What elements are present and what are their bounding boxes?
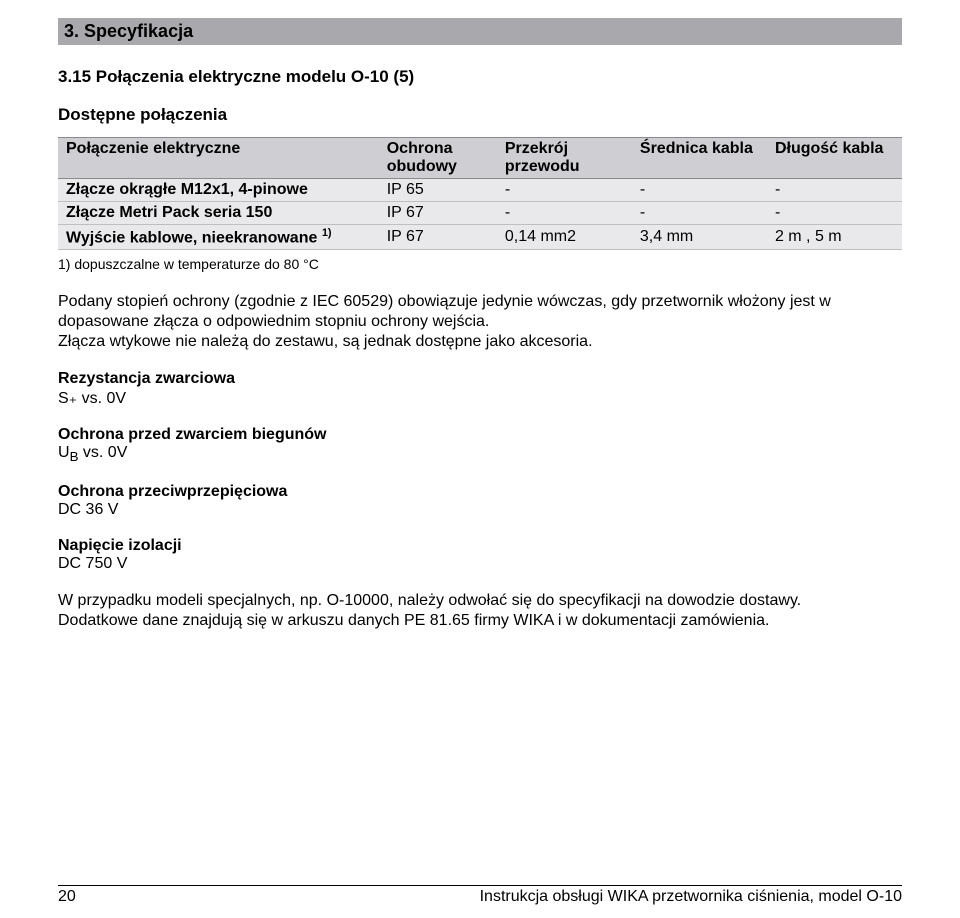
block-value: DC 750 V	[58, 555, 902, 573]
th-4: Długość kabla	[767, 138, 902, 179]
footer-text: Instrukcja obsługi WIKA przetwornika ciś…	[480, 888, 902, 906]
table-row: Złącze okrągłe M12x1, 4-pinowe IP 65 - -…	[58, 179, 902, 202]
th-3: Średnica kabla	[632, 138, 767, 179]
cell: Złącze okrągłe M12x1, 4-pinowe	[58, 179, 379, 202]
block-title: Rezystancja zwarciowa	[58, 370, 902, 388]
block-reverse-polarity: Ochrona przed zwarciem biegunów UB vs. 0…	[58, 426, 902, 464]
table-row: Wyjście kablowe, nieekranowane 1) IP 67 …	[58, 225, 902, 250]
block-value: UB vs. 0V	[58, 444, 902, 464]
table-title: Dostępne połączenia	[58, 105, 902, 125]
page-number: 20	[58, 888, 76, 906]
table-footnote: 1) dopuszczalne w temperaturze do 80 °C	[58, 256, 902, 272]
page-footer: 20 Instrukcja obsługi WIKA przetwornika …	[58, 885, 902, 906]
cell: -	[632, 202, 767, 225]
th-0: Połączenie elektryczne	[58, 138, 379, 179]
cell: -	[767, 179, 902, 202]
block-value: DC 36 V	[58, 501, 902, 519]
cell: -	[632, 179, 767, 202]
spec-table: Połączenie elektryczne Ochrona obudowy P…	[58, 137, 902, 250]
block-short-circuit-res: Rezystancja zwarciowa S₊ vs. 0V	[58, 370, 902, 408]
table-header-row: Połączenie elektryczne Ochrona obudowy P…	[58, 138, 902, 179]
section-header: 3. Specyfikacja	[58, 18, 902, 45]
paragraph: Podany stopień ochrony (zgodnie z IEC 60…	[58, 292, 902, 352]
block-overvoltage: Ochrona przeciwprzepięciowa DC 36 V	[58, 483, 902, 519]
block-title: Ochrona przeciwprzepięciowa	[58, 483, 902, 501]
block-value: S₊ vs. 0V	[58, 388, 902, 408]
th-2: Przekrój przewodu	[497, 138, 632, 179]
closing-paragraph: W przypadku modeli specjalnych, np. O-10…	[58, 591, 902, 631]
cell: 2 m , 5 m	[767, 225, 902, 250]
cell: 3,4 mm	[632, 225, 767, 250]
cell: -	[497, 202, 632, 225]
table-row: Złącze Metri Pack seria 150 IP 67 - - -	[58, 202, 902, 225]
cell: 0,14 mm2	[497, 225, 632, 250]
th-1: Ochrona obudowy	[379, 138, 497, 179]
cell: -	[767, 202, 902, 225]
cell: IP 67	[379, 225, 497, 250]
cell: IP 67	[379, 202, 497, 225]
block-insulation: Napięcie izolacji DC 750 V	[58, 537, 902, 573]
cell: IP 65	[379, 179, 497, 202]
block-title: Napięcie izolacji	[58, 537, 902, 555]
cell: -	[497, 179, 632, 202]
cell: Wyjście kablowe, nieekranowane 1)	[58, 225, 379, 250]
block-title: Ochrona przed zwarciem biegunów	[58, 426, 902, 444]
subsection-title: 3.15 Połączenia elektryczne modelu O-10 …	[58, 67, 902, 87]
cell: Złącze Metri Pack seria 150	[58, 202, 379, 225]
